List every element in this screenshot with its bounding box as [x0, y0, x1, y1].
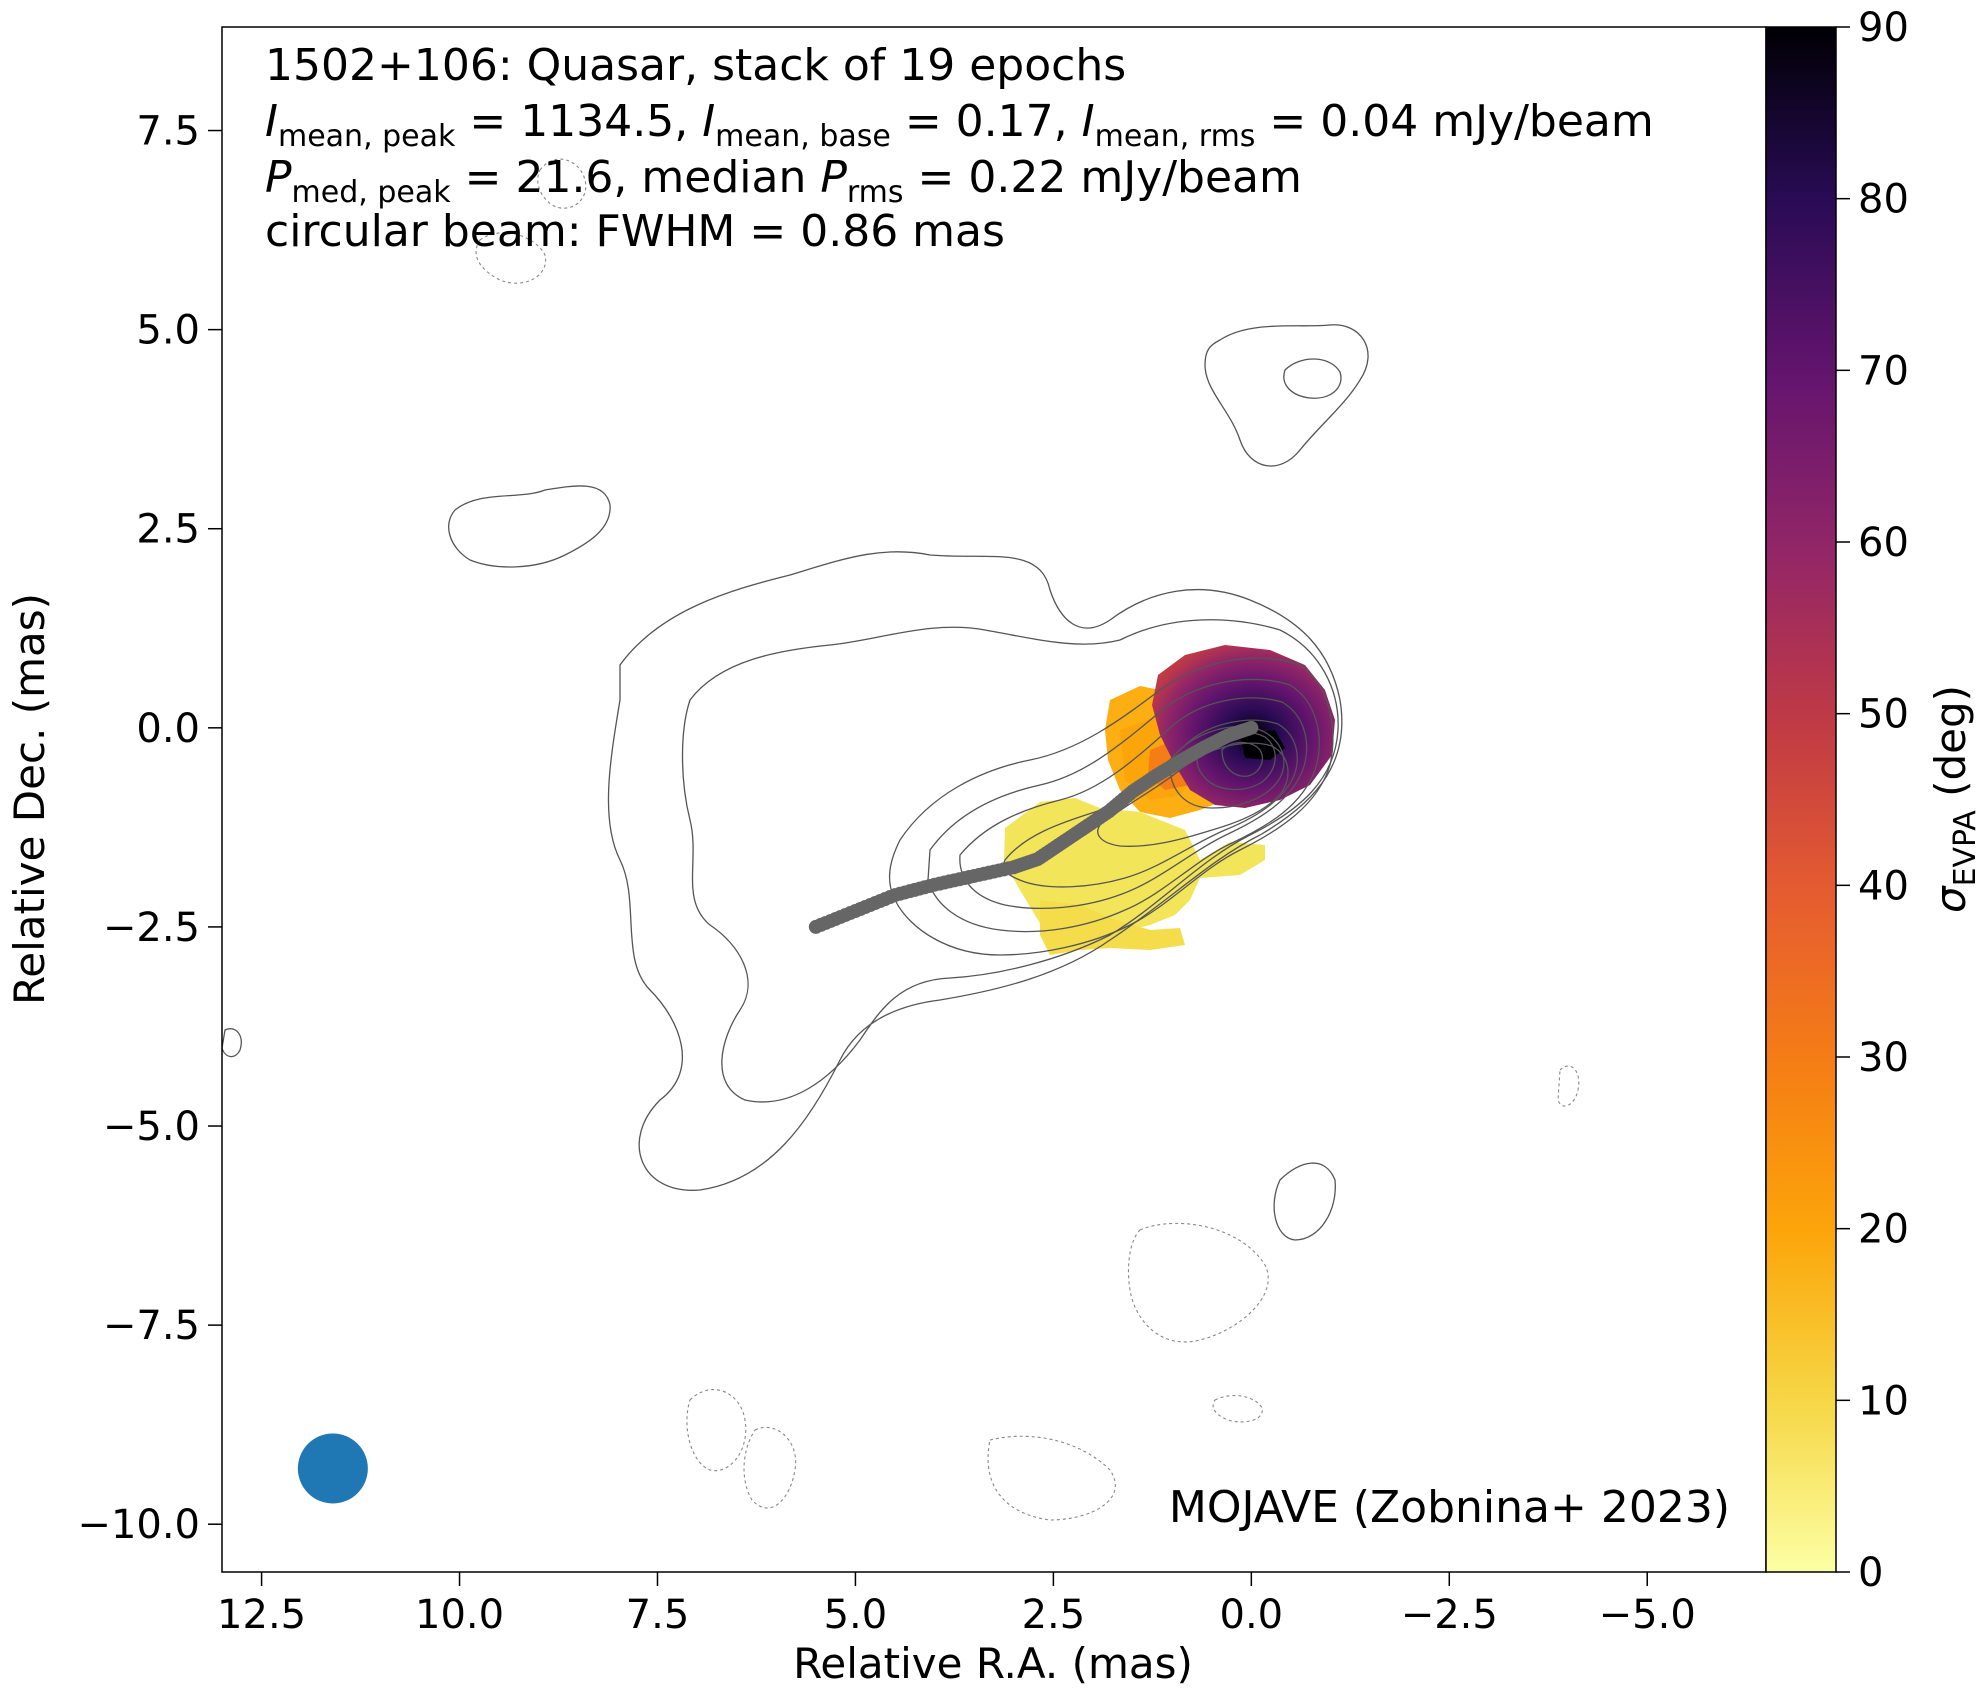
heat-region-core-dark — [1240, 730, 1285, 760]
contour-small-left — [222, 1028, 242, 1058]
colorbar — [1765, 26, 1837, 1573]
x-tick-label: −2.5 — [1401, 1592, 1498, 1638]
ridge-line — [808, 720, 1259, 934]
colorbar-tick-label: 60 — [1858, 520, 1909, 566]
y-tick-label: −2.5 — [103, 905, 200, 951]
beam-ellipse — [297, 1433, 368, 1504]
y-tick-label: −5.0 — [103, 1104, 200, 1150]
x-tick-label: 7.5 — [626, 1592, 690, 1638]
credit-label: MOJAVE (Zobnina+ 2023) — [1169, 1482, 1730, 1533]
colorbar-tick-label: 10 — [1858, 1378, 1909, 1424]
neg-contour-lower-right-small — [1212, 1395, 1263, 1423]
colorbar-tick-label: 30 — [1858, 1035, 1909, 1081]
intensity-contours — [222, 324, 1369, 1241]
y-tick-label: −10.0 — [77, 1502, 200, 1548]
y-axis-label: Relative Dec. (mas) — [5, 593, 54, 1005]
x-tick-label: 0.0 — [1220, 1592, 1284, 1638]
colorbar-tick-label: 40 — [1858, 863, 1909, 909]
contour-8 — [1169, 725, 1285, 809]
title-line-3: Pmed, peak = 21.6, median Prms = 0.22 mJ… — [265, 152, 1302, 210]
x-tick-label: 12.5 — [217, 1592, 306, 1638]
colorbar-tick-label: 20 — [1858, 1207, 1909, 1253]
colorbar-tick-label: 70 — [1858, 348, 1909, 394]
x-tick-label: −5.0 — [1599, 1592, 1696, 1638]
neg-contour-right-small — [1557, 1065, 1580, 1107]
x-tick-label: 2.5 — [1022, 1592, 1086, 1638]
x-axis-label: Relative R.A. (mas) — [793, 1639, 1193, 1688]
colorbar-tick-label: 0 — [1858, 1550, 1883, 1596]
contour-4 — [927, 678, 1320, 933]
negative-contours — [475, 158, 1580, 1521]
contour-blob-lower-right — [1273, 1162, 1336, 1241]
ridge-point — [1244, 720, 1259, 735]
title-line-1: 1502+106: Quasar, stack of 19 epochs — [265, 40, 1126, 91]
contour-2 — [681, 619, 1339, 1103]
colorbar-tick-label: 80 — [1858, 177, 1909, 223]
neg-contour-top-2 — [475, 232, 547, 284]
y-tick-label: 2.5 — [136, 507, 200, 553]
contour-10 — [1221, 741, 1263, 777]
neg-contour-bottom — [987, 1435, 1116, 1521]
y-tick-label: 5.0 — [136, 308, 200, 354]
y-axis: 7.5 5.0 2.5 0.0 −2.5 −5.0 −7.5 −10.0 — [77, 109, 222, 1548]
contour-blob-top-right — [1204, 324, 1369, 467]
contour-blob-top-right-inner — [1283, 358, 1342, 399]
neg-contour-bottom-left — [743, 1426, 797, 1509]
colorbar-axis: 0 10 20 30 40 50 60 70 80 90 — [1836, 5, 1909, 1596]
y-tick-label: 7.5 — [136, 109, 200, 155]
contour-outer — [607, 551, 1343, 1191]
title-line-2: Imean, peak = 1134.5, Imean, base = 0.17… — [265, 96, 1654, 154]
neg-contour-top — [537, 158, 587, 209]
plot-area: 1502+106: Quasar, stack of 19 epochs Ime… — [222, 40, 1730, 1533]
contour-3 — [888, 657, 1334, 956]
neg-contour-lower-left — [686, 1389, 747, 1472]
heat-region-yellow-lower — [1040, 900, 1185, 955]
contour-5 — [959, 697, 1308, 909]
x-tick-label: 5.0 — [824, 1592, 888, 1638]
neg-contour-mid-right — [1127, 1222, 1269, 1343]
title-line-4: circular beam: FWHM = 0.86 mas — [265, 206, 1005, 257]
colorbar-label: σEVPA (deg) — [1926, 685, 1978, 913]
colorbar-tick-label: 50 — [1858, 692, 1909, 738]
colorbar-tick-label: 90 — [1858, 5, 1909, 51]
x-tick-label: 10.0 — [415, 1592, 504, 1638]
contour-blob-top-left — [448, 485, 611, 568]
y-tick-label: 0.0 — [136, 706, 200, 752]
contour-7 — [1097, 742, 1289, 847]
y-tick-label: −7.5 — [103, 1303, 200, 1349]
x-axis: 12.5 10.0 7.5 5.0 2.5 0.0 −2.5 −5.0 — [217, 1572, 1696, 1638]
